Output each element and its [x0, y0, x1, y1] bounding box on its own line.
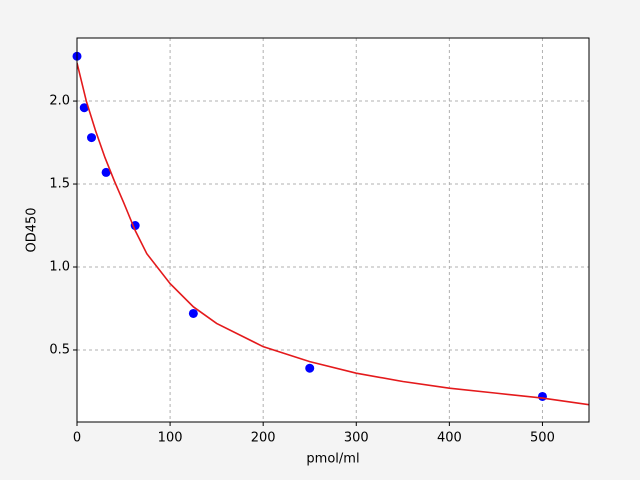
y-tick-label: 0.5 — [49, 342, 70, 357]
x-tick-label: 300 — [344, 431, 369, 446]
x-tick-label: 500 — [530, 431, 555, 446]
y-tick-label: 1.0 — [49, 260, 70, 275]
x-tick-label: 100 — [158, 431, 183, 446]
plot-area — [77, 38, 589, 422]
data-point — [537, 391, 547, 401]
x-axis-label: pmol/ml — [306, 452, 359, 467]
data-point — [188, 308, 198, 318]
x-tick-label: 0 — [73, 431, 81, 446]
y-tick-label: 1.5 — [49, 177, 70, 192]
x-tick-label: 200 — [251, 431, 276, 446]
data-point — [87, 133, 97, 143]
y-axis-label: OD450 — [25, 207, 40, 252]
x-tick-label: 400 — [437, 431, 462, 446]
data-point — [101, 167, 111, 177]
fit-curve — [77, 62, 589, 406]
data-point — [305, 363, 315, 373]
y-tick-label: 2.0 — [49, 94, 70, 109]
data-point — [79, 103, 89, 113]
plot-frame — [76, 37, 590, 423]
